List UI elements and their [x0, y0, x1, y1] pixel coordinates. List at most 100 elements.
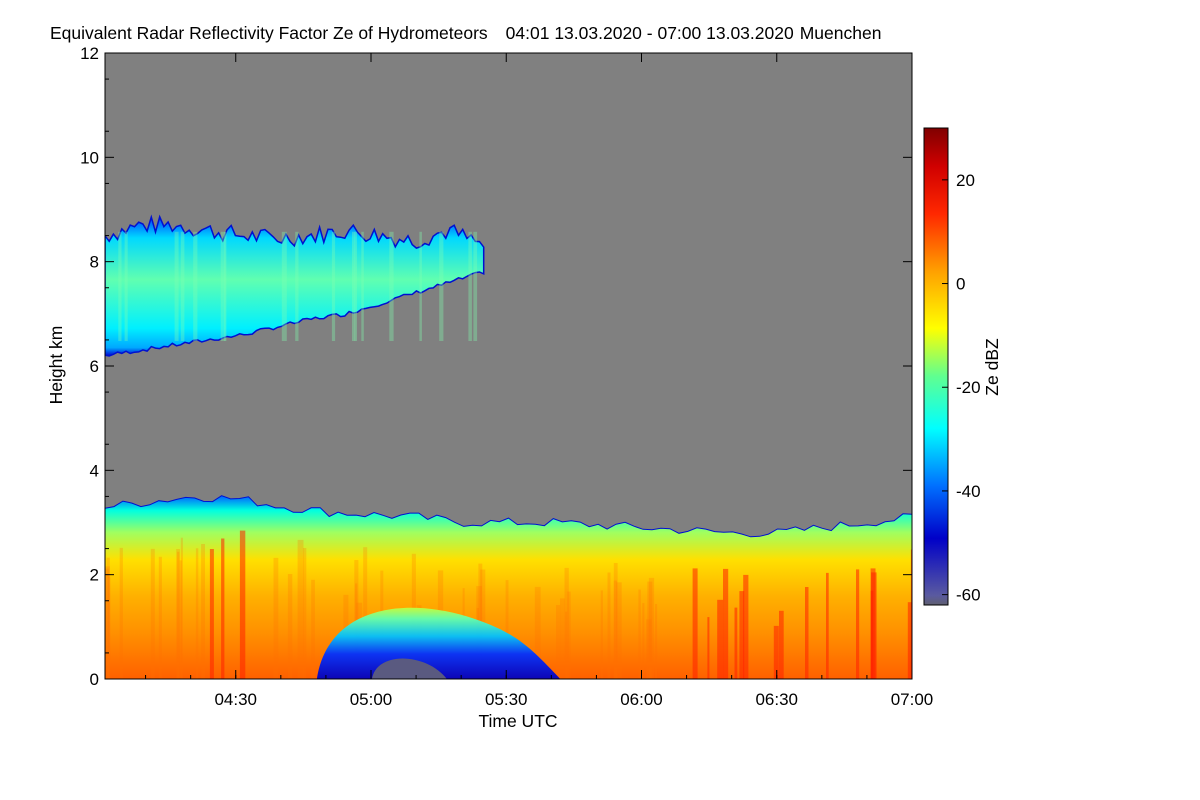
colorbar-tick-label: -60: [956, 586, 981, 605]
x-tick-label: 07:00: [891, 690, 934, 709]
reflectivity-streak: [118, 231, 122, 341]
y-axis: 0 2 4 6 8 10 12: [80, 44, 912, 689]
reflectivity-streak: [297, 539, 304, 679]
colorbar-ticks: -60 -40 -20 0 20: [942, 171, 981, 605]
reflectivity-streak: [331, 231, 336, 341]
reflectivity-streak: [124, 231, 128, 341]
reflectivity-streak: [281, 231, 287, 341]
x-tick-label: 04:30: [214, 690, 257, 709]
reflectivity-streak: [692, 568, 698, 679]
colorbar-tick-label: -40: [956, 482, 981, 501]
colorbar-tick-label: -20: [956, 378, 981, 397]
reflectivity-streak: [646, 619, 652, 679]
reflectivity-streak: [607, 572, 611, 679]
reflectivity-streak: [106, 557, 110, 679]
reflectivity-streak: [193, 231, 198, 341]
reflectivity-streak: [354, 231, 357, 341]
reflectivity-streak: [856, 569, 860, 679]
reflectivity-streak: [505, 580, 509, 679]
reflectivity-streak: [468, 231, 472, 341]
reflectivity-streak: [209, 549, 214, 679]
reflectivity-streak: [773, 625, 779, 679]
reflectivity-streak: [303, 548, 307, 679]
reflectivity-streak: [239, 530, 246, 679]
reflectivity-streak: [739, 591, 745, 679]
reflectivity-streak: [907, 602, 912, 679]
reflectivity-streak: [174, 231, 179, 341]
reflectivity-streak: [105, 566, 110, 679]
reflectivity-streak: [616, 582, 622, 679]
reflectivity-streak: [179, 560, 182, 679]
y-tick-label: 4: [90, 461, 99, 480]
reflectivity-streak: [108, 576, 111, 679]
reflectivity-streak: [647, 581, 653, 679]
reflectivity-streak: [180, 537, 183, 679]
reflectivity-streak: [779, 610, 784, 679]
reflectivity-streak: [354, 560, 359, 679]
reflectivity-streak: [176, 549, 180, 679]
lower-precipitation-layer: [105, 495, 912, 679]
reflectivity-streak: [439, 231, 444, 341]
reflectivity-streak: [220, 231, 226, 341]
reflectivity-streak: [473, 231, 478, 341]
x-axis-label: Time UTC: [478, 711, 557, 731]
reflectivity-streak: [717, 599, 724, 679]
reflectivity-streak: [352, 231, 356, 341]
reflectivity-streak: [910, 549, 912, 679]
reflectivity-streak: [642, 603, 645, 679]
reflectivity-streak: [743, 574, 749, 679]
colorbar: [923, 127, 949, 606]
y-tick-label: 12: [80, 44, 99, 63]
reflectivity-streak: [105, 568, 109, 679]
reflectivity-streak: [613, 580, 617, 679]
reflectivity-streak: [311, 579, 315, 679]
chart-title: Equivalent Radar Reflectivity Factor Ze …: [50, 23, 881, 43]
colorbar-tick-label: 0: [956, 275, 965, 294]
low-reflectivity-region: [316, 607, 561, 679]
no-signal-region: [371, 658, 447, 679]
x-tick-label: 05:00: [350, 690, 393, 709]
reflectivity-streak: [273, 557, 279, 679]
reflectivity-streak: [556, 605, 561, 679]
reflectivity-streak: [534, 586, 541, 679]
plot-area: [105, 53, 912, 679]
reflectivity-streak: [565, 611, 568, 679]
y-tick-label: 2: [90, 566, 99, 585]
reflectivity-streak: [363, 547, 368, 679]
reflectivity-streak: [805, 587, 809, 679]
reflectivity-streak: [871, 572, 877, 679]
reflectivity-streak: [560, 598, 565, 679]
reflectivity-streak: [655, 604, 658, 679]
y-tick-label: 0: [90, 670, 99, 689]
reflectivity-streak: [201, 544, 205, 679]
x-tick-label: 06:30: [755, 690, 798, 709]
colorbar-label: Ze dBZ: [982, 338, 1002, 396]
reflectivity-streak: [150, 548, 155, 679]
reflectivity-streak: [638, 589, 641, 679]
reflectivity-streak: [419, 231, 422, 341]
reflectivity-streak: [295, 231, 299, 341]
x-tick-label: 05:30: [485, 690, 528, 709]
y-tick-label: 8: [90, 253, 99, 272]
y-tick-label: 10: [80, 148, 99, 167]
reflectivity-streak: [564, 567, 569, 679]
reflectivity-streak: [361, 231, 364, 341]
reflectivity-streak: [734, 607, 738, 679]
x-tick-label: 06:00: [620, 690, 663, 709]
reflectivity-streak: [707, 617, 710, 679]
cloud-layers: [105, 214, 912, 679]
reflectivity-streak: [158, 556, 162, 679]
colorbar-tick-label: 20: [956, 171, 975, 190]
reflectivity-streak: [648, 577, 655, 679]
y-axis-label: Height km: [46, 326, 66, 405]
reflectivity-streak: [195, 548, 199, 679]
reflectivity-streak: [826, 572, 829, 679]
reflectivity-streak: [389, 231, 394, 341]
reflectivity-streak: [180, 231, 185, 341]
x-axis: 04:30 05:00 05:30 06:00 06:30 07:00: [145, 53, 934, 709]
reflectivity-streak: [224, 231, 227, 341]
reflectivity-streak: [221, 538, 225, 679]
reflectivity-streak: [567, 591, 571, 679]
reflectivity-streak: [119, 547, 123, 679]
